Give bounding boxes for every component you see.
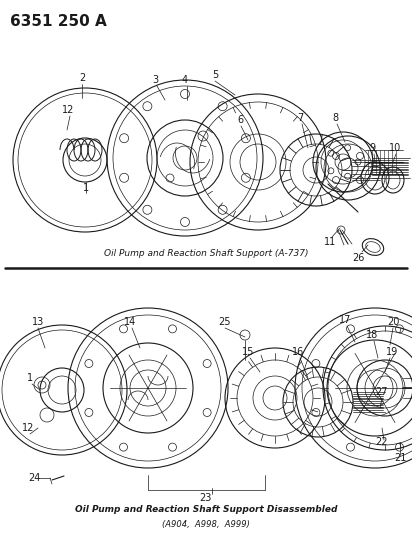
Text: 23: 23 (199, 493, 211, 503)
Text: 6: 6 (237, 115, 243, 125)
Text: 5: 5 (212, 70, 218, 80)
Text: 24: 24 (28, 473, 40, 483)
Text: 1: 1 (83, 183, 89, 193)
Text: 6351 250 A: 6351 250 A (10, 14, 107, 29)
Text: 12: 12 (62, 105, 74, 115)
Text: 15: 15 (242, 347, 254, 357)
Text: 1: 1 (27, 373, 33, 383)
Text: 10: 10 (389, 143, 401, 153)
Text: 26: 26 (352, 253, 364, 263)
Text: 25: 25 (219, 317, 231, 327)
Text: (A904,  A998,  A999): (A904, A998, A999) (162, 520, 250, 529)
Text: Oil Pump and Reaction Shaft Support (A-737): Oil Pump and Reaction Shaft Support (A-7… (104, 249, 308, 259)
Text: 7: 7 (297, 113, 303, 123)
Text: 16: 16 (292, 347, 304, 357)
Text: 21: 21 (394, 453, 406, 463)
Text: 9: 9 (369, 143, 375, 153)
Text: 2: 2 (79, 73, 85, 83)
Text: 12: 12 (22, 423, 34, 433)
Text: 11: 11 (324, 237, 336, 247)
Text: 19: 19 (386, 347, 398, 357)
Text: Oil Pump and Reaction Shaft Support Disassembled: Oil Pump and Reaction Shaft Support Disa… (75, 505, 337, 514)
Text: 4: 4 (182, 75, 188, 85)
Text: 22: 22 (376, 437, 388, 447)
Text: 8: 8 (332, 113, 338, 123)
Text: 14: 14 (124, 317, 136, 327)
Text: 13: 13 (32, 317, 44, 327)
Text: 20: 20 (387, 317, 399, 327)
Text: 18: 18 (366, 330, 378, 340)
Text: 17: 17 (339, 315, 351, 325)
Text: 27: 27 (376, 387, 388, 397)
Text: 3: 3 (152, 75, 158, 85)
